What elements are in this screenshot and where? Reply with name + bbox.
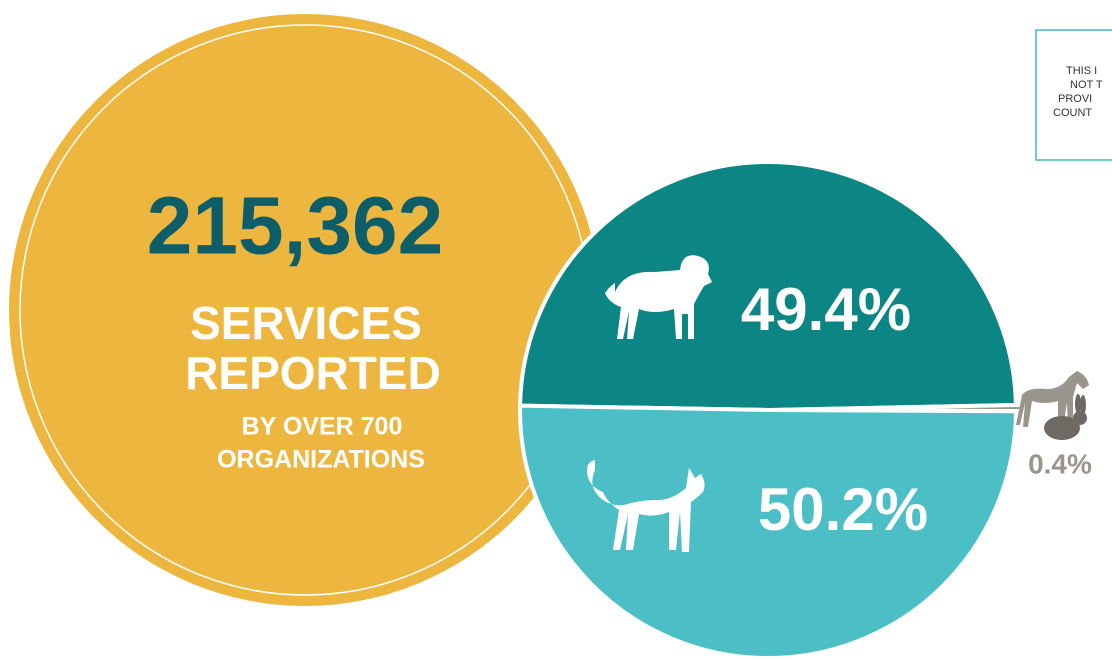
pie (518, 160, 1027, 659)
headline-number: 215,362 (147, 181, 443, 272)
headline-line: REPORTED (185, 347, 441, 399)
slice-label: 0.4% (1028, 448, 1092, 479)
slice-label: 50.2% (758, 476, 928, 543)
note-line: COUNT (1053, 107, 1092, 119)
summary-circle (9, 14, 601, 606)
note-box (1035, 29, 1112, 161)
pie-slice (518, 403, 1018, 659)
rabbit-icon (1044, 394, 1087, 440)
note-line: THIS I (1066, 65, 1097, 77)
headline-line: SERVICES (190, 297, 422, 349)
cat-icon (587, 460, 705, 552)
slice-label: 49.4% (741, 276, 911, 343)
pie-slice (518, 160, 1018, 412)
note-line: PROVI (1058, 93, 1092, 105)
note-line: NOT T (1070, 79, 1103, 91)
headline-line: ORGANIZATIONS (217, 446, 425, 474)
dog-icon (605, 255, 712, 339)
headline-line: BY OVER 700 (242, 413, 403, 441)
horse-icon (1016, 371, 1089, 427)
